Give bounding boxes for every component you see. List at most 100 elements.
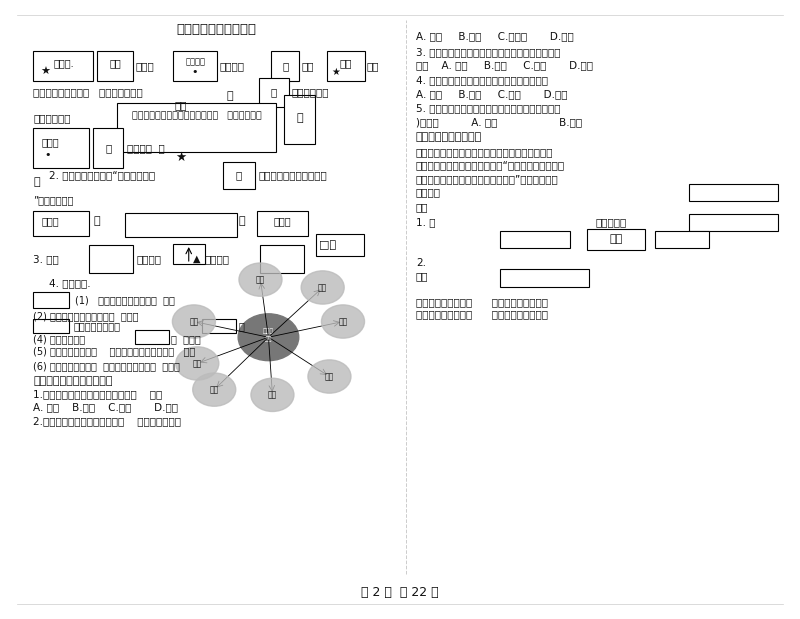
Text: 乐部: 乐部 [265,337,272,342]
Text: 小慧磁碾: 小慧磁碾 [185,58,205,66]
Text: (1)   林信乐部在小猴家的（  ）面: (1) 林信乐部在小猴家的（ ）面 [74,295,174,305]
Text: 道: 道 [236,170,242,180]
Text: 小狗: 小狗 [190,317,198,326]
Text: 小军家: 小军家 [42,137,60,147]
Bar [173,51,217,82]
Bar [261,245,304,272]
Text: 园: 园 [105,143,111,153]
Bar [587,229,645,249]
Text: 在森林信乐部的（: 在森林信乐部的（ [73,321,120,331]
Text: 书店: 书店 [339,58,352,68]
Text: 道教所继承，被视为道教名山。“东岁泰山之雄，西山: 道教所继承，被视为道教名山。“东岁泰山之雄，西山 [416,160,565,170]
Text: ★: ★ [332,67,341,77]
Text: 第 2 页  共 22 页: 第 2 页 共 22 页 [361,586,439,599]
Text: ★: ★ [175,151,186,164]
Text: 道: 道 [271,88,277,98]
Text: 5. 小明座位的西南方向是张强的座位，那么小明在: 5. 小明座位的西南方向是张强的座位，那么小明在 [416,103,561,114]
Text: 1. 学: 1. 学 [416,217,435,227]
Circle shape [176,347,219,380]
Text: 三、我有一双小巧手。: 三、我有一双小巧手。 [416,132,482,142]
Bar [173,244,205,264]
Text: 四、: 四、 [416,202,429,212]
Bar [34,292,69,308]
Bar [117,103,277,152]
Bar [34,319,69,333]
Text: ★: ★ [40,67,50,77]
Text: 小猴: 小猴 [325,372,334,381]
Bar [34,51,93,82]
Bar [326,51,365,82]
Text: 4. 看图填空.: 4. 看图填空. [50,279,91,288]
Bar [223,162,255,189]
Bar [125,213,237,238]
Bar [500,231,570,248]
Bar [34,128,89,168]
Text: （  ）面。: （ ）面。 [171,334,201,344]
Text: ”（几个方向）: ”（几个方向） [34,196,74,206]
Text: 2.: 2. [416,258,426,267]
Text: 学校的西北方向有（      ）：学校的西南方向: 学校的西北方向有（ ）：学校的西南方向 [416,310,548,319]
Text: ）。    A. 东面     B.西面     C.南面       D.北面: ）。 A. 东面 B.西面 C.南面 D.北面 [416,61,593,71]
Text: 路: 路 [93,216,100,226]
Text: ，面对: ，面对 [135,61,154,71]
Text: 4. 王阿姨从超市往东走到家，超市在他家的（: 4. 王阿姨从超市往东走到家，超市在他家的（ [416,76,548,85]
Circle shape [238,314,298,361]
Bar [135,331,169,344]
Text: 是（: 是（ [366,61,379,71]
Text: A. 星星     B.月亮     C.北极星       D.太阳: A. 星星 B.月亮 C.北极星 D.太阳 [416,32,574,41]
Text: 二、对号入座。（选一选）: 二、对号入座。（选一选） [34,376,113,386]
Text: 面向北极星的方向，你的后面是（   ）方，左面是: 面向北极星的方向，你的后面是（ ）方，左面是 [132,111,262,120]
Text: 小林家: 小林家 [274,216,292,226]
Bar [285,95,314,144]
Bar [689,184,778,201]
Text: 游乐园: 游乐园 [42,216,60,226]
Bar [97,51,133,82]
Bar [257,211,308,236]
Text: 2.晴朗的夜晚，我们可以利用（    ）来辨别方向。: 2.晴朗的夜晚，我们可以利用（ ）来辨别方向。 [34,417,182,426]
Text: 起的方向: 起的方向 [220,61,245,71]
Text: 竹園: 竹園 [110,59,122,69]
Text: 五山是远古山神崇拜、五行观念和帝王巡猎封神机: 五山是远古山神崇拜、五行观念和帝王巡猎封神机 [416,147,554,157]
Bar [689,214,778,232]
Text: •: • [192,67,198,77]
Text: 3. 图书馆在邮局的北面，少年宫在邮局的南面，少: 3. 图书馆在邮局的北面，少年宫在邮局的南面，少 [416,47,561,57]
Text: 嵩山: 嵩山 [610,234,622,245]
Bar [655,231,710,248]
Text: 之峻，北山恒山之幽，南山衡山之秀”早已闻名于全: 之峻，北山恒山之幽，南山衡山之秀”早已闻名于全 [416,174,558,184]
Text: 右面是（  ）: 右面是（ ） [126,143,164,153]
Circle shape [172,305,215,338]
Circle shape [251,378,294,412]
Text: 老虎: 老虎 [338,317,348,326]
Bar [202,319,236,333]
Bar [89,245,133,272]
Text: 东北、西北、东南、西南: 东北、西北、东南、西南 [258,170,327,180]
Text: 小猫: 小猫 [318,283,327,292]
Text: ▲: ▲ [193,254,200,264]
Bar [500,269,589,287]
Text: (2) 森林信乐部在狮子家的（  ）面。: (2) 森林信乐部在狮子家的（ ）面。 [34,311,138,321]
Text: A. 东面     B.西面     C.南面       D.北面: A. 东面 B.西面 C.南面 D.北面 [416,89,567,99]
Text: 店和便民超: 店和便民超 [595,217,626,227]
Text: 小鹿: 小鹿 [210,385,219,394]
Text: 森林信: 森林信 [263,328,274,334]
Text: ）: ） [238,321,244,331]
Text: (6) 小狗住在狮子的（  ）面，住在小兔的（  ）面。: (6) 小狗住在狮子的（ ）面，住在小兔的（ ）面。 [34,361,180,371]
Text: 学校的东北方向有（      ）：学校的东南方向: 学校的东北方向有（ ）：学校的东南方向 [416,297,548,307]
Text: 大: 大 [227,90,234,101]
Text: 3. 东和: 3. 东和 [34,254,59,264]
Text: 五山的平: 五山的平 [416,188,441,197]
Bar [34,211,89,236]
Text: )方向。          A. 东南                   B.西北: )方向。 A. 东南 B.西北 [416,117,582,127]
Text: 路: 路 [239,216,246,226]
Text: ）长，你的后面是（   ）方，左面是（: ）长，你的后面是（ ）方，左面是（ [34,88,143,98]
Circle shape [308,360,351,393]
Text: (5) 小鹿的东面住着（    ），西面住着小兔。小鹿   松鼠: (5) 小鹿的东面住着（ ），西面住着小兔。小鹿 松鼠 [34,347,195,357]
Text: 么？: 么？ [416,271,429,281]
Text: 2. 请在下图中填写出“东、南、西、: 2. 请在下图中填写出“东、南、西、 [50,170,155,180]
Circle shape [301,271,344,304]
Text: ）和北相: ）和北相 [205,254,230,264]
Text: 松鼠: 松鼠 [268,391,277,399]
Text: A. 东面    B.西面    C.南面       D.北面: A. 东面 B.西面 C.南面 D.北面 [34,402,178,412]
Text: 方，右面是（: 方，右面是（ [291,88,329,98]
Text: 相对，（: 相对，（ [137,254,162,264]
